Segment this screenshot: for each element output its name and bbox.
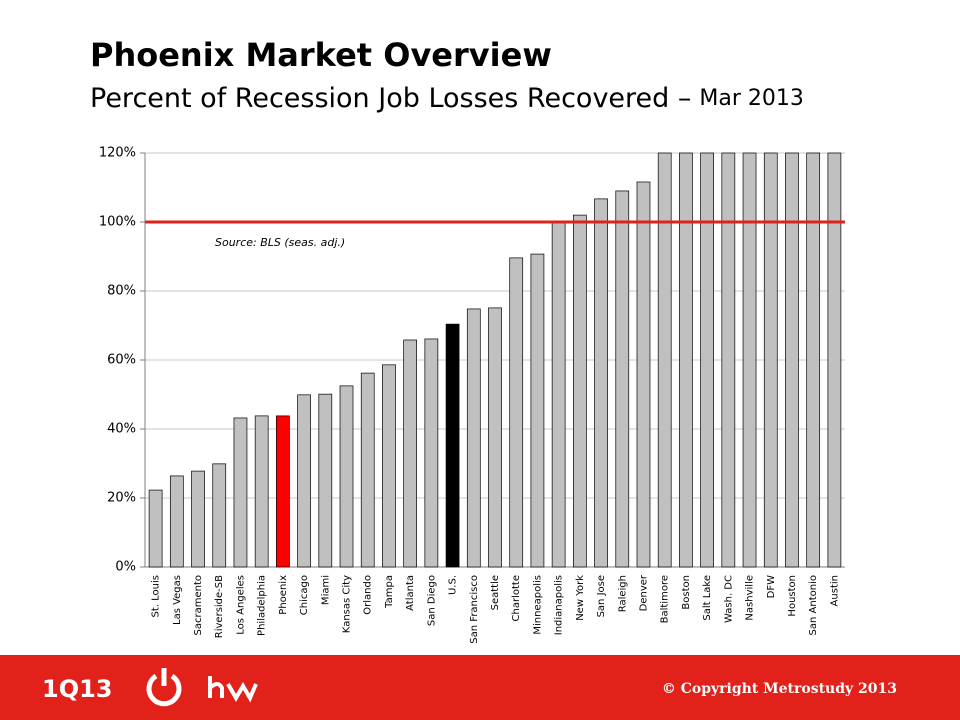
bar [339,385,354,568]
x-tick-label: Raleigh [617,575,628,612]
x-tick-label: St. Louis [151,575,162,617]
y-tick-label: 120% [99,146,136,161]
bar [721,152,736,568]
x-tick-label: Orlando [363,575,374,615]
bar [785,152,799,568]
logo-ring [146,673,182,707]
x-tick-label: Phoenix [278,575,289,615]
bar [551,221,566,568]
bar [424,338,439,568]
bar [827,152,842,568]
bar [636,181,651,568]
bar [254,415,269,568]
x-tick-label: New York [575,575,586,621]
footer-band [0,655,960,720]
y-tick-label: 100% [99,215,136,230]
x-tick-label: Seattle [490,575,501,610]
x-tick-label: Tampa [384,575,395,609]
logo [146,668,258,707]
bar [509,257,524,568]
bar [488,307,502,568]
logo-mark [208,676,258,703]
y-tick-label: 60% [107,353,136,368]
x-tick-label: San Antonio [808,575,819,635]
bar [403,339,418,568]
x-tick-label: DFW [766,575,777,598]
x-tick-label: Los Angeles [235,575,246,635]
x-tick-label: Riverside-SB [214,575,225,638]
x-tick-label: Sacramento [193,575,204,635]
x-tick-label: Atlanta [405,575,416,611]
bar [594,198,608,568]
x-tick-label: Salt Lake [702,575,713,621]
bar [763,152,778,568]
x-tick-label: Philadelphia [257,575,268,636]
chart-subtitle: Percent of Recession Job Losses Recovere… [90,83,804,114]
x-tick-label: Austin [829,575,840,606]
x-tick-label: U.S. [448,575,459,595]
footer-copyright: © Copyright Metrostudy 2013 [662,681,897,697]
subtitle-date: Mar 2013 [699,86,804,111]
bar [297,394,311,568]
bar [466,308,481,568]
x-tick-label: Boston [681,575,692,610]
bar [169,475,184,568]
x-tick-label: Wash. DC [723,575,734,623]
x-tick-label: Indianapolis [554,575,565,635]
bar [233,417,248,568]
x-tick-label: San Jose [596,575,607,617]
annotation: Source: BLS (seas. adj.) [215,236,345,249]
bar [572,214,587,568]
x-tick-label: Nashville [745,575,756,621]
bar [382,364,396,568]
y-tick-label: 20% [107,491,136,506]
x-tick-label: Charlotte [511,575,522,621]
bar [148,489,163,568]
subtitle-text: Percent of Recession Job Losses Recovere… [90,83,691,114]
bar [276,415,290,568]
bar [615,190,630,568]
bar [742,152,757,568]
footer-quarter: 1Q13 [42,675,113,703]
bar [530,253,545,568]
bar [445,323,460,568]
y-tick-label: 0% [115,560,136,575]
x-tick-label: Minneapolis [532,575,543,635]
x-tick-label: San Diego [426,575,437,626]
x-tick-label: Denver [638,574,649,611]
x-tick-label: Baltimore [660,575,671,623]
bar [657,152,672,568]
x-tick-label: San Francisco [469,575,480,644]
bar [212,463,227,568]
y-tick-label: 80% [107,284,136,299]
bar [806,152,821,568]
x-tick-label: Chicago [299,575,310,615]
x-tick-label: Kansas City [342,575,353,633]
x-tick-label: Miami [320,575,331,605]
y-tick-label: 40% [107,422,136,437]
bar [360,372,375,568]
bar [191,470,205,568]
bar [679,152,693,568]
chart-title: Phoenix Market Overview [90,36,552,74]
x-tick-label: Las Vegas [172,575,183,625]
bar [700,152,714,568]
x-tick-label: Houston [787,575,798,617]
bar [318,393,333,568]
